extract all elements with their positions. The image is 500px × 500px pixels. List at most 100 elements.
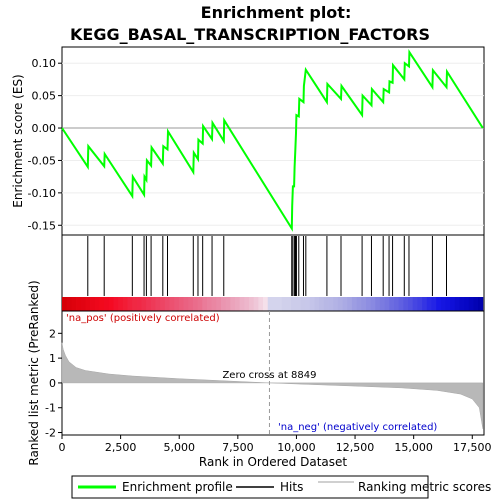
heatmap-cell <box>99 297 105 311</box>
es-y-axis-label: Enrichment score (ES) <box>11 74 25 207</box>
heatmap-cell <box>263 297 269 311</box>
hit-lines <box>87 236 447 296</box>
x-tick-label: 15,000 <box>394 441 433 454</box>
es-y-tick-label: -0.15 <box>28 219 56 232</box>
heatmap-cell <box>244 297 250 311</box>
heatmap-cell <box>85 297 91 311</box>
heatmap-cell <box>62 297 68 311</box>
na-neg-label: 'na_neg' (negatively correlated) <box>278 422 437 433</box>
x-tick-label: 0 <box>59 441 66 454</box>
es-y-tick-label: -0.10 <box>28 187 56 200</box>
es-gridlines <box>62 62 484 226</box>
metric-y-tick-label: 0 <box>49 377 56 390</box>
heatmap-cell <box>417 297 423 311</box>
heatmap-cell <box>160 297 166 311</box>
heatmap-cell <box>136 297 142 311</box>
heatmap-cell <box>206 297 213 311</box>
metric-y-tick-label: -1 <box>45 402 56 415</box>
heatmap-cell <box>337 297 343 311</box>
heatmap-cell <box>108 297 114 311</box>
heatmap-cell <box>361 297 367 311</box>
heatmap-cell <box>473 297 479 311</box>
heatmap-cell <box>80 297 86 311</box>
heatmap-cell <box>323 297 329 311</box>
heatmap-cell <box>211 297 217 311</box>
heatmap-cell <box>71 297 77 311</box>
heatmap-cell <box>333 297 339 311</box>
x-tick-label: 5,000 <box>163 441 195 454</box>
heatmap-cell <box>174 297 180 311</box>
heatmap-cell <box>235 297 241 311</box>
metric-y-tick-label: 2 <box>49 327 56 340</box>
heatmap-cell <box>393 297 400 311</box>
heatmap-cell <box>76 297 82 311</box>
metric-y-tick-label: -2 <box>45 427 56 440</box>
x-tick-label: 2,500 <box>105 441 137 454</box>
x-axis-label: Rank in Ordered Dataset <box>199 455 347 469</box>
heatmap-cell <box>192 297 198 311</box>
heatmap-cell <box>225 297 231 311</box>
heatmap-cell <box>164 297 170 311</box>
heatmap-cell <box>314 297 320 311</box>
heatmap-cell <box>347 297 353 311</box>
heatmap-cell <box>445 297 451 311</box>
heatmap-cell <box>113 297 119 311</box>
heatmap-cell <box>183 297 189 311</box>
chart-title-line1: Enrichment plot: <box>201 3 352 22</box>
heatmap-cell <box>370 297 376 311</box>
ranking-metric-area <box>61 342 484 429</box>
heatmap-cell <box>309 297 315 311</box>
es-panel-frame <box>61 46 485 236</box>
heatmap-cell <box>436 297 442 311</box>
na-pos-label: 'na_pos' (positively correlated) <box>66 313 220 324</box>
heatmap-cell <box>291 297 297 311</box>
heatmap-cell <box>122 297 128 311</box>
heatmap-cell <box>150 297 156 311</box>
metric-panel: Zero cross at 8849 'na_pos' (positively … <box>27 280 485 466</box>
enrichment-profile-line <box>61 48 484 232</box>
heatmap-cell <box>253 297 259 311</box>
es-y-tick-label: 0.10 <box>32 57 57 70</box>
heatmap-cell <box>351 297 357 311</box>
heatmap-cell <box>94 297 100 311</box>
heatmap-cell <box>216 297 222 311</box>
heatmap-cell <box>319 297 325 311</box>
legend-hits-label: Hits <box>280 480 303 494</box>
metric-y-axis-label: Ranked list metric (PreRanked) <box>27 280 41 465</box>
x-tick-label: 10,000 <box>277 441 316 454</box>
heatmap-cell <box>384 297 390 311</box>
heatmap-cell <box>478 297 484 311</box>
heatmap-cell <box>389 297 395 311</box>
heatmap-cell <box>379 297 386 311</box>
heatmap-cell <box>155 297 161 311</box>
metric-y-tick-label: 1 <box>49 352 56 365</box>
zero-cross-label: Zero cross at 8849 <box>222 370 316 381</box>
heatmap-cell <box>440 297 446 311</box>
legend-metric-label: Ranking metric scores <box>358 480 491 494</box>
heatmap-cell <box>431 297 437 311</box>
heatmap-cell <box>305 297 311 311</box>
es-panel: -0.15 -0.10 -0.05 0.00 0.05 0.10 Enrichment s… <box>11 46 485 236</box>
heatmap-cell <box>220 297 227 311</box>
heatmap-cell <box>230 297 236 311</box>
heatmap-cell <box>132 297 138 311</box>
legend-enrichment-label: Enrichment profile <box>122 480 233 494</box>
heatmap-cell <box>118 297 124 311</box>
heatmap-cell <box>412 297 418 311</box>
x-tick-label: 17,500 <box>453 441 492 454</box>
heatmap-cell <box>258 297 264 311</box>
metric-y-ticks: -2 -1 0 1 2 <box>45 327 62 440</box>
chart-title-line2: KEGG_BASAL_TRANSCRIPTION_FACTORS <box>70 25 430 44</box>
heatmap-cell <box>267 297 273 311</box>
heatmap-cell <box>188 297 194 311</box>
heatmap-cell <box>104 297 110 311</box>
heatmap-cell <box>328 297 334 311</box>
heatmap-cell <box>403 297 409 311</box>
heatmap-cell <box>127 297 133 311</box>
heatmap-cell <box>408 297 414 311</box>
heatmap-cell <box>468 297 474 311</box>
hits-panel <box>61 234 485 312</box>
heatmap-cell <box>342 297 348 311</box>
heatmap-cell <box>202 297 208 311</box>
